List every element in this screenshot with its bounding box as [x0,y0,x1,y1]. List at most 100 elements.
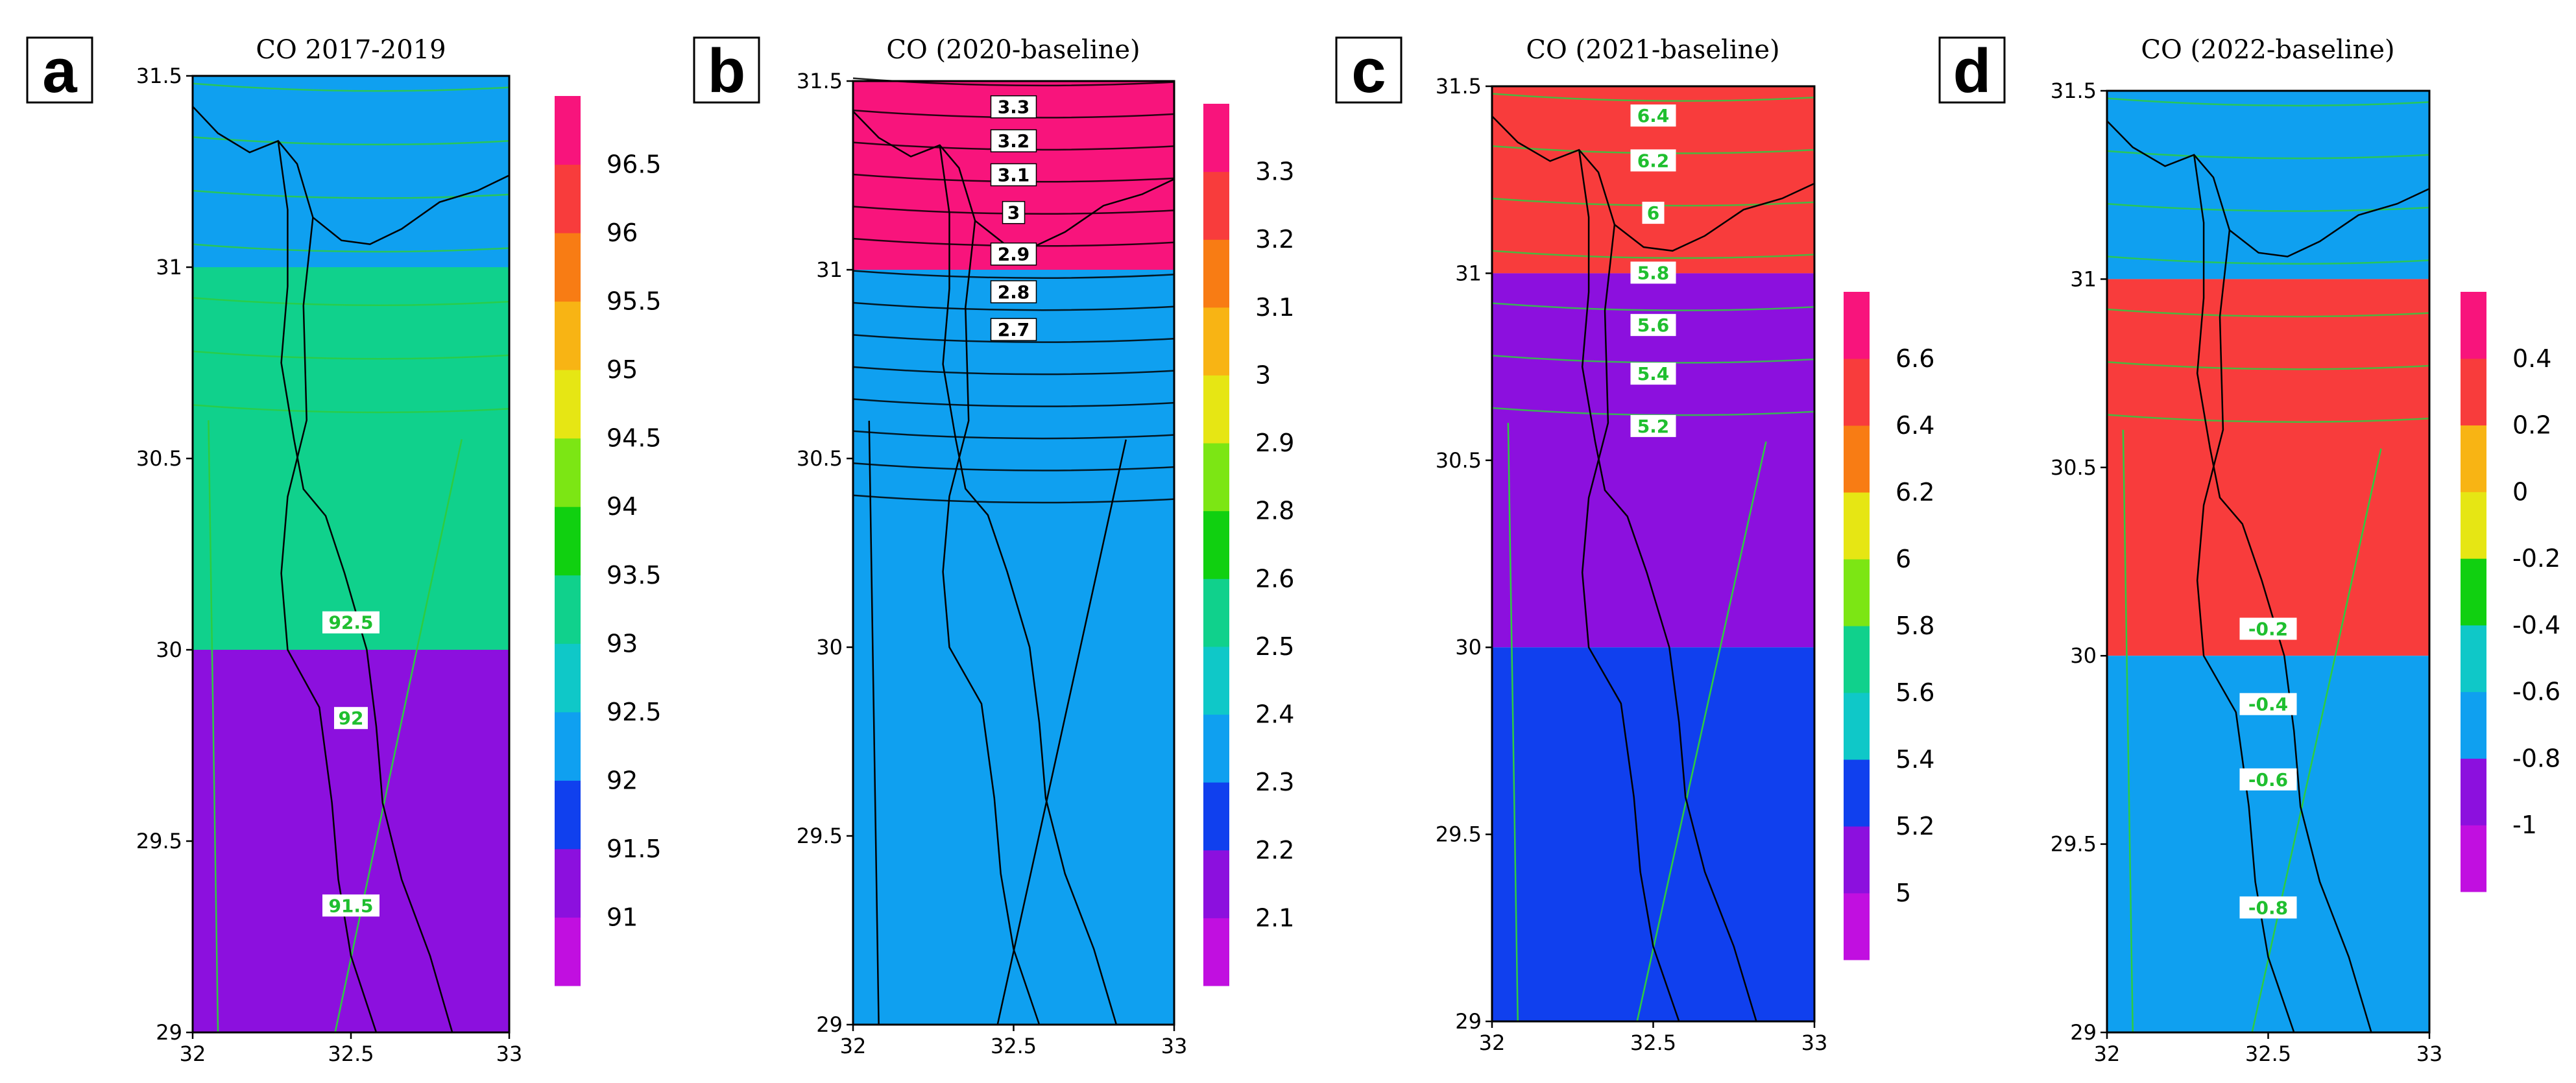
river-line [1581,224,1680,1022]
coastline [192,106,510,245]
x-tick-label: 32 [1479,1030,1506,1055]
x-tick-label: 32 [840,1034,867,1058]
x-tick-label: 33 [1801,1030,1828,1055]
y-tick-label: 29.5 [2051,832,2097,857]
contour-label-bg [990,129,1037,152]
colorbar-tick-label: 95.5 [607,287,662,316]
contour-label: 6.4 [1637,105,1670,126]
contour-label-bg [334,707,368,730]
colorbar-tick-label: 5.6 [1896,678,1934,707]
contour-label-bg [2239,693,2297,715]
colorbar-tick-label: 93.5 [607,561,662,589]
value-band [2107,91,2429,280]
contour-line [208,420,219,1033]
y-tick-label: 30.5 [797,446,843,471]
colorbar-tick-label: 3.3 [1255,158,1294,186]
colorbar-tick-label: 3 [1255,361,1271,389]
contour-label-bg [990,163,1037,187]
contour-line [2106,256,2430,265]
colorbar-tick-label: 95 [607,355,638,384]
colorbar-tick-label: 6 [1896,545,1911,573]
contour-label: 6.2 [1637,150,1670,171]
colorbar-tick-label: 2.5 [1255,632,1294,661]
colorbar-tick-label: 6.2 [1896,478,1934,506]
colorbar-segment [1844,826,1870,894]
colorbar-tick-label: 91.5 [607,835,662,863]
contour-line [2106,202,2430,212]
y-tick-label: 30.5 [136,446,182,471]
contour-label: -0.4 [2248,694,2288,715]
value-band [193,267,509,650]
y-tick-label: 30 [2070,643,2097,668]
colorbar-segment [1203,782,1229,851]
contour-line [852,494,1175,504]
y-tick-label: 30 [816,635,843,660]
colorbar-tick-label: 0.4 [2512,344,2551,373]
colorbar-tick-label: 2.2 [1255,836,1294,864]
contour-line [334,439,463,1033]
value-band [853,270,1174,1025]
colorbar-segment [1203,578,1229,647]
colorbar-segment [555,917,581,986]
contour-line [192,189,510,199]
contour-line [852,398,1175,407]
contour-label-bg [1630,104,1676,127]
y-tick-label: 29 [156,1020,182,1045]
y-tick-label: 30 [156,637,182,662]
colorbar-tick-label: -0.8 [2512,744,2560,772]
contour-label-bg [990,280,1037,303]
contour-line [1491,302,1815,311]
colorbar-segment [555,96,581,165]
contour-line [852,462,1175,471]
y-tick-label: 30.5 [1436,448,1482,473]
colorbar-segment [1844,492,1870,560]
contour-label-bg [1630,314,1676,337]
colorbar-segment [2461,625,2486,693]
y-tick-label: 31 [1455,261,1482,285]
y-tick-label: 31 [156,255,182,280]
contour-label: 5.8 [1637,262,1670,283]
colorbar-tick-label: 91 [607,903,638,931]
y-tick-label: 30.5 [2051,455,2097,480]
colorbar-segment [1203,443,1229,512]
colorbar-tick-label: 94.5 [607,424,662,453]
colorbar-segment [1844,893,1870,960]
x-tick-label: 32 [180,1041,206,1066]
river-line [2193,154,2372,1033]
contour-line [2251,448,2382,1033]
contour-label: 92 [339,708,364,729]
contour-label: 92.5 [328,612,373,634]
contour-line [852,334,1175,343]
colorbar-tick-label: 5 [1896,879,1911,907]
contour-line [1491,93,1815,102]
colorbar-segment [2461,425,2486,492]
contour-label-bg [322,611,379,634]
panel-title: CO (2022-baseline) [2141,35,2394,65]
colorbar-tick-label: 2.4 [1255,700,1294,729]
contour-line [2122,429,2134,1033]
contour-label-bg [990,318,1037,341]
contour-label-bg [990,95,1037,119]
colorbar-segment [1844,626,1870,693]
y-tick-label: 31.5 [136,64,182,88]
contour-line [996,439,1127,1025]
chart-panel-c: c CO (2021-baseline) 6.4 6.2 6 5.8 5.6 5.4 5.2 29… [1335,35,1934,1055]
contour-label: 3 [1007,202,1020,224]
colorbar-segment [1203,307,1229,375]
colorbar-tick-label: 2.1 [1255,903,1294,932]
y-tick-label: 31.5 [2051,78,2097,103]
value-band [193,76,509,267]
colorbar-tick-label: 3.2 [1255,225,1294,254]
contour-label: 3.1 [998,165,1030,186]
contour-line [2106,414,2430,423]
y-tick-label: 29 [816,1012,843,1037]
panel-letter: b [708,36,746,106]
colorbar-segment [555,848,581,918]
colorbar-segment [1203,375,1229,444]
colorbar-segment [1203,850,1229,918]
colorbar-tick-label: 5.2 [1896,812,1934,840]
contour-label: -0.6 [2248,769,2288,791]
colorbar-segment [2461,492,2486,559]
panel-letter-box [1938,36,2006,104]
